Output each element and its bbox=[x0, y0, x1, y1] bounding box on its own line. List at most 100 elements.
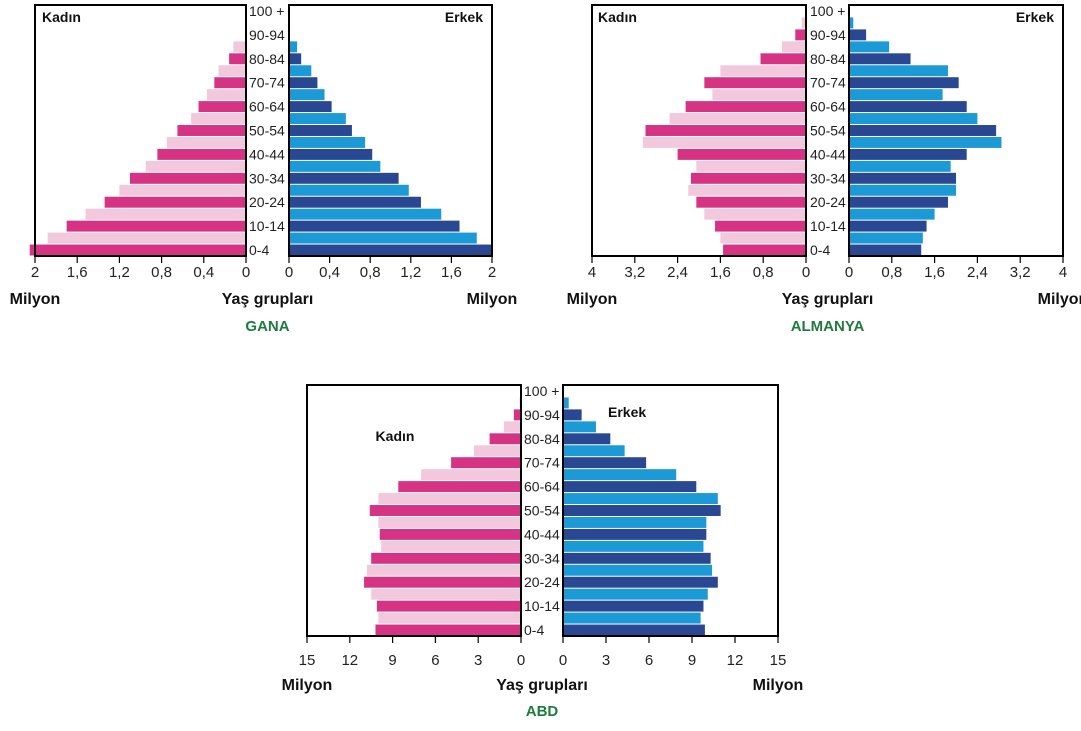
female-bar-65-69 bbox=[421, 469, 521, 481]
male-bar-20-24 bbox=[849, 196, 948, 208]
age-group-label: 10-14 bbox=[524, 598, 560, 614]
pyramid-abd: 100 + 90-94 80-84 70-74 60-64 50-54 40-44 30-34… bbox=[282, 383, 804, 720]
female-bar-20-24 bbox=[104, 196, 246, 208]
male-bar-35-39 bbox=[849, 160, 951, 172]
female-bar-35-39 bbox=[145, 160, 246, 172]
female-bar-75-79 bbox=[720, 65, 806, 77]
male-bar-25-29 bbox=[289, 184, 409, 196]
male-bar-55-59 bbox=[849, 113, 978, 125]
age-group-label: 70-74 bbox=[249, 75, 285, 91]
female-bar-30-34 bbox=[129, 172, 246, 184]
male-bar-80-84 bbox=[849, 53, 911, 65]
female-panel-frame bbox=[34, 4, 247, 257]
age-group-label: 60-64 bbox=[524, 479, 560, 495]
age-group-label: 90-94 bbox=[810, 27, 846, 43]
female-bar-65-69 bbox=[206, 89, 246, 101]
age-group-label: 20-24 bbox=[524, 574, 560, 590]
male-bar-60-64 bbox=[289, 101, 332, 113]
female-bar-0-4 bbox=[723, 244, 806, 256]
axis-tick-label: 1,6 bbox=[67, 264, 88, 281]
age-group-label: 100 + bbox=[524, 383, 559, 399]
axis-tick-label: 4 bbox=[588, 264, 596, 281]
age-group-label: 20-24 bbox=[810, 194, 846, 210]
female-bar-0-4 bbox=[29, 244, 246, 256]
axis-tick-label: 9 bbox=[388, 652, 396, 669]
female-bar-65-69 bbox=[712, 89, 806, 101]
female-bar-75-79 bbox=[473, 445, 521, 457]
male-bar-10-14 bbox=[289, 220, 460, 232]
age-group-label: 50-54 bbox=[249, 123, 285, 139]
female-bar-20-24 bbox=[696, 196, 806, 208]
male-bar-55-59 bbox=[289, 113, 346, 125]
age-group-label: 30-34 bbox=[810, 170, 846, 186]
female-bar-5-9 bbox=[378, 612, 521, 624]
male-bar-45-49 bbox=[289, 136, 366, 148]
male-bar-15-19 bbox=[289, 208, 442, 220]
female-bar-35-39 bbox=[381, 540, 521, 552]
unit-label-right: Milyon bbox=[1038, 291, 1081, 308]
female-bar-15-19 bbox=[704, 208, 806, 220]
age-group-label: 70-74 bbox=[524, 455, 560, 471]
female-bar-70-74 bbox=[704, 77, 806, 89]
axis-tick-label: 4 bbox=[1059, 264, 1067, 281]
age-group-label: 30-34 bbox=[249, 170, 285, 186]
female-bar-20-24 bbox=[364, 576, 521, 588]
age-group-label: 70-74 bbox=[810, 75, 846, 91]
axis-tick-label: 0 bbox=[802, 264, 810, 281]
female-bar-55-59 bbox=[191, 113, 246, 125]
axis-tick-label: 0 bbox=[242, 264, 250, 281]
male-bar-25-29 bbox=[849, 184, 956, 196]
x-axis-label: Yaş grupları bbox=[222, 291, 314, 308]
unit-label-right: Milyon bbox=[467, 291, 518, 308]
axis-tick-label: 2,4 bbox=[967, 264, 988, 281]
axis-tick-label: 6 bbox=[645, 652, 653, 669]
female-bar-50-54 bbox=[645, 125, 806, 136]
axis-tick-label: 9 bbox=[688, 652, 696, 669]
age-group-label: 80-84 bbox=[524, 431, 560, 447]
female-bar-5-9 bbox=[720, 232, 806, 244]
chart-title: ABD bbox=[526, 703, 559, 720]
female-bar-25-29 bbox=[688, 184, 806, 196]
unit-label-left: Milyon bbox=[10, 291, 61, 308]
male-bar-85-89 bbox=[289, 41, 298, 53]
age-group-label: 10-14 bbox=[810, 218, 846, 234]
male-bar-75-79 bbox=[563, 445, 625, 457]
male-bar-5-9 bbox=[289, 232, 477, 244]
female-bar-85-89 bbox=[503, 421, 521, 433]
age-group-label: 30-34 bbox=[524, 550, 560, 566]
age-group-label: 100 + bbox=[249, 3, 284, 19]
male-bar-10-14 bbox=[849, 220, 927, 232]
age-group-label: 90-94 bbox=[249, 27, 285, 43]
axis-tick-label: 1,2 bbox=[400, 264, 421, 281]
axis-tick-label: 1,2 bbox=[109, 264, 130, 281]
female-bar-80-84 bbox=[489, 433, 521, 445]
pyramid-almanya: 100 +90-9480-8470-7460-6450-5440-4430-34… bbox=[567, 3, 1081, 335]
axis-tick-label: 2,4 bbox=[667, 264, 688, 281]
age-group-label: 0-4 bbox=[249, 242, 269, 258]
x-axis-label: Yaş grupları bbox=[496, 677, 588, 694]
female-bar-25-29 bbox=[119, 184, 246, 196]
male-bar-85-89 bbox=[563, 421, 596, 433]
female-bar-95-99 bbox=[801, 17, 806, 29]
pyramid-gana: 100 + 90-94 80-84 70-74 60-64 50-54 40-44 30-34… bbox=[10, 3, 518, 335]
axis-tick-label: 0 bbox=[559, 652, 567, 669]
female-bar-0-4 bbox=[375, 624, 521, 636]
chart-title: ALMANYA bbox=[791, 318, 865, 335]
x-axis-label: Yaş grupları bbox=[782, 291, 874, 308]
axis-tick-label: 0,8 bbox=[753, 264, 774, 281]
male-bar-90-94 bbox=[849, 29, 867, 41]
male-bar-40-44 bbox=[563, 528, 707, 540]
male-bar-15-19 bbox=[849, 208, 935, 220]
male-bar-0-4 bbox=[563, 624, 705, 636]
axis-tick-label: 15 bbox=[299, 652, 316, 669]
male-bar-65-69 bbox=[849, 89, 943, 101]
female-bar-15-19 bbox=[371, 588, 521, 600]
age-group-label: 40-44 bbox=[810, 146, 846, 162]
age-group-label: 0-4 bbox=[524, 622, 544, 638]
axis-tick-label: 1,6 bbox=[710, 264, 731, 281]
female-bar-40-44 bbox=[379, 528, 521, 540]
male-bar-85-89 bbox=[849, 41, 890, 53]
axis-tick-label: 3 bbox=[474, 652, 482, 669]
age-group-label: 0-4 bbox=[810, 242, 830, 258]
male-bar-35-39 bbox=[563, 540, 704, 552]
